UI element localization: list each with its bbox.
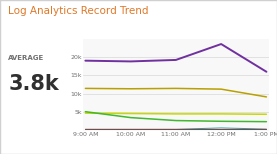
Text: AVERAGE: AVERAGE — [8, 55, 45, 61]
Text: Log Analytics Record Trend: Log Analytics Record Trend — [8, 6, 149, 16]
Text: 3.8k: 3.8k — [8, 74, 59, 94]
